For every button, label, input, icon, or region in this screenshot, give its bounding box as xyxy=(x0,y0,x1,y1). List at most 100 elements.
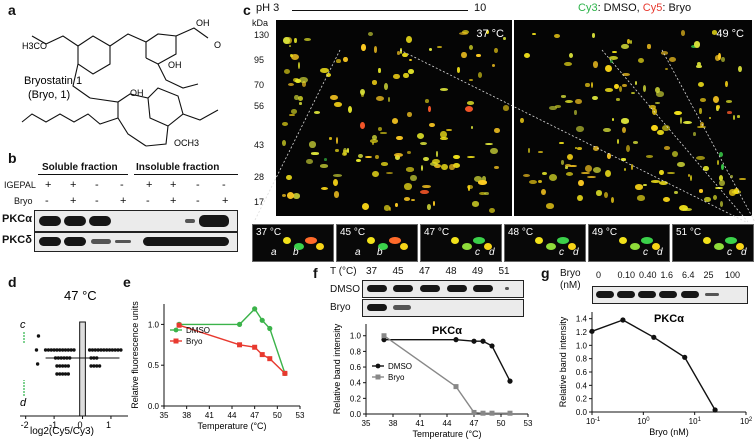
gel-spot xyxy=(689,174,693,182)
gel-spot xyxy=(565,166,568,170)
gel-spot xyxy=(715,104,720,110)
legend-sep-2: : Bryo xyxy=(662,2,692,14)
gel-spot xyxy=(542,172,548,176)
gel-spot xyxy=(321,187,329,191)
gel-spot xyxy=(633,141,639,145)
mw-tick-label: 17 xyxy=(254,197,265,207)
gel-spot xyxy=(282,121,288,126)
gel-spot xyxy=(595,190,602,196)
mw-tick-label: 56 xyxy=(254,101,265,111)
gel-spot xyxy=(704,196,711,203)
gel-spot xyxy=(630,164,634,171)
zoom-temp-label: 51 °C xyxy=(676,227,702,238)
gel-spot xyxy=(372,80,377,85)
gel-spot xyxy=(431,158,441,165)
e-plot-legend-marker xyxy=(173,327,179,333)
g-plot-y-tick-label: 0.8 xyxy=(576,355,588,364)
gel-spot xyxy=(286,192,294,199)
gel-spot xyxy=(290,53,299,60)
f-temp-label: 45 xyxy=(392,266,404,277)
d-point xyxy=(46,348,51,352)
gel-spot xyxy=(703,165,710,172)
gel-spot xyxy=(452,154,460,160)
gel-spot xyxy=(662,196,670,202)
g-plot-series-line xyxy=(591,319,716,411)
zoom-temp-label: 49 °C xyxy=(592,227,618,238)
gel-spot xyxy=(619,86,623,93)
ph-end: 10 xyxy=(474,2,487,14)
igepal-row-label: IGEPAL xyxy=(4,180,36,190)
bryo-sign: - xyxy=(45,195,49,207)
gel-spot xyxy=(592,167,602,174)
gel-spot xyxy=(416,132,425,139)
gel-spot xyxy=(476,53,482,58)
blot-f-bryo xyxy=(362,299,524,317)
ph-start: pH 3 xyxy=(256,2,280,14)
gel-spot xyxy=(381,162,388,166)
g-plot-y-tick-label: 1.4 xyxy=(576,315,588,324)
gel-spot xyxy=(440,131,447,138)
f-plot-point xyxy=(381,337,387,343)
gel-spot xyxy=(683,121,693,125)
f-temp-label: 48 xyxy=(445,266,457,277)
gel-spot xyxy=(305,158,313,165)
d-point xyxy=(63,348,68,352)
spot-letter: c xyxy=(727,247,732,258)
bryo-sign: - xyxy=(95,195,99,207)
gel-spot xyxy=(383,83,388,90)
e-plot-x-tick-label: 53 xyxy=(296,411,305,420)
gel-spot xyxy=(642,85,646,92)
zoom-spot xyxy=(641,237,653,244)
e-plot-point xyxy=(237,342,243,348)
f-plot-point xyxy=(471,409,477,415)
d-point xyxy=(97,364,102,368)
gel-spot xyxy=(493,166,499,170)
zoom-spot xyxy=(283,237,291,244)
gel-spot xyxy=(606,153,611,159)
f-temp-label: 47 xyxy=(419,266,431,277)
f-row-bryo: Bryo xyxy=(330,302,351,313)
gel-spot xyxy=(356,159,362,163)
spot-letter: b xyxy=(377,247,383,258)
compound-abbrev: (Bryo, 1) xyxy=(28,89,70,101)
d-point xyxy=(87,348,92,352)
d-x-tick-label: -1 xyxy=(49,420,57,430)
gel-spot xyxy=(624,168,627,171)
gel-spot xyxy=(732,189,741,194)
gel-spot xyxy=(371,141,375,146)
zoom-spot xyxy=(568,243,576,250)
legend-cy3: Cy3 xyxy=(578,2,598,14)
gel-spot xyxy=(585,165,593,172)
gel-spot xyxy=(474,175,483,182)
gel-spot xyxy=(471,125,474,130)
gel-spot xyxy=(682,207,692,211)
gel-spot xyxy=(403,183,412,190)
gel-spot xyxy=(721,56,725,62)
gel-spot xyxy=(290,54,293,57)
zoom-spot xyxy=(652,243,660,250)
f-plot-point xyxy=(489,410,495,416)
panel-label-f: f xyxy=(313,265,318,281)
gel-spot xyxy=(637,195,645,201)
g-plot-title: PKCα xyxy=(654,313,684,325)
d-point xyxy=(110,348,115,352)
gel-spot xyxy=(298,95,304,101)
gel-spot xyxy=(448,164,455,170)
f-plot-x-tick-label: 41 xyxy=(416,419,425,428)
gel-spot xyxy=(486,30,490,35)
g-plot-y-tick-label: 0.2 xyxy=(576,395,588,404)
gel-spot xyxy=(375,96,385,102)
gel-spot xyxy=(461,30,469,35)
e-plot-x-tick-label: 47 xyxy=(250,411,259,420)
e-plot-point xyxy=(236,321,243,327)
gel-spot xyxy=(720,200,724,207)
e-plot-point xyxy=(252,344,258,350)
panel-label-d: d xyxy=(8,274,17,290)
e-plot-point xyxy=(176,322,182,328)
spot-letter: c xyxy=(475,247,480,258)
gel-spot xyxy=(593,145,600,152)
igepal-sign: - xyxy=(120,179,124,191)
gel-spot xyxy=(428,48,432,52)
gel-spot xyxy=(699,107,702,114)
kda-label: kDa xyxy=(252,18,269,28)
